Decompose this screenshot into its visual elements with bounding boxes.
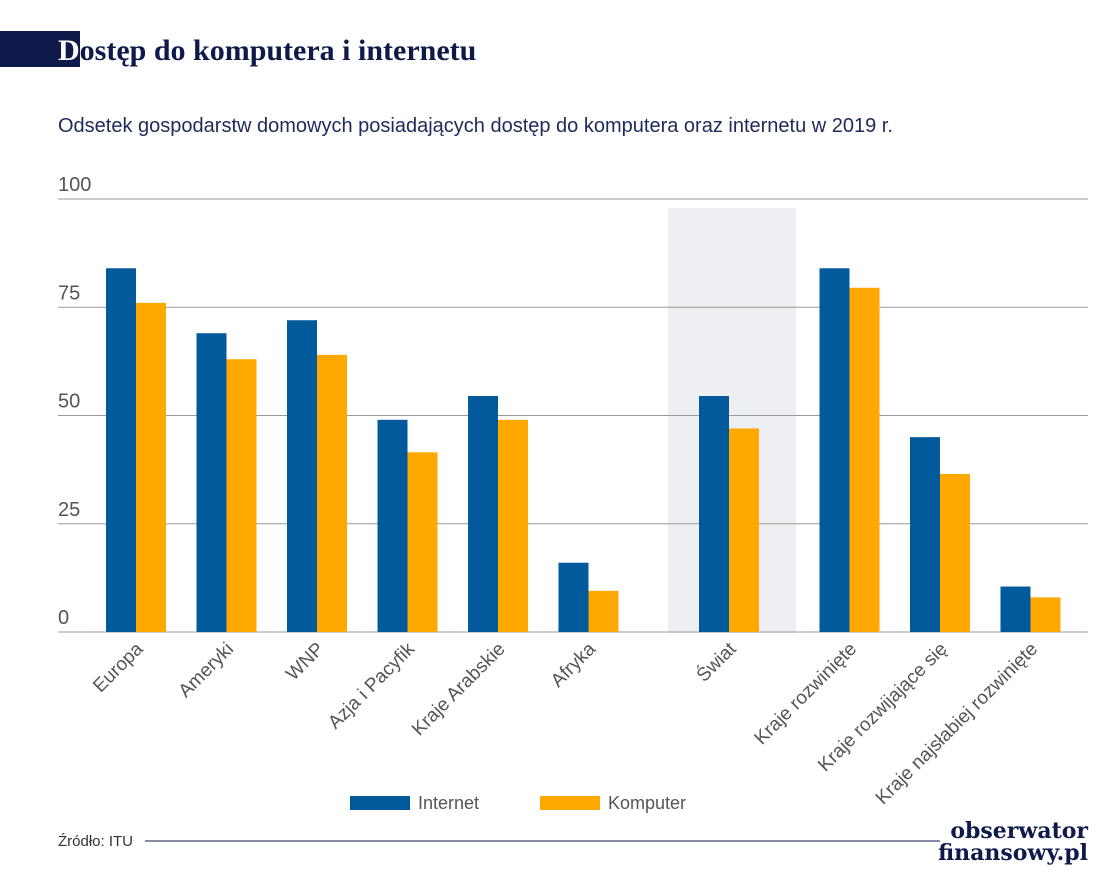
chart-subtitle: Odsetek gospodarstw domowych posiadający… — [58, 115, 893, 137]
chart-title: Dostęp do komputera i internetu — [58, 34, 476, 67]
bar — [819, 268, 850, 632]
legend-label: Komputer — [608, 793, 686, 813]
bar — [588, 590, 619, 632]
bar — [136, 302, 166, 632]
bar — [1000, 586, 1031, 632]
bar — [498, 419, 528, 632]
x-tick-label: Kraje Arabskie — [408, 639, 509, 740]
bar — [287, 320, 317, 632]
brand-line1: obserwator — [950, 818, 1088, 844]
bar — [849, 287, 880, 632]
bar — [377, 419, 408, 632]
brand-line2: finansowy.pl — [938, 840, 1088, 866]
x-tick-label: WNP — [282, 639, 328, 685]
y-tick-label: 0 — [58, 607, 69, 629]
bar — [940, 473, 970, 632]
bar — [1030, 597, 1061, 632]
legend-swatch — [350, 796, 410, 810]
y-tick-label: 100 — [58, 174, 91, 196]
bar — [910, 437, 940, 632]
y-tick-label: 75 — [58, 282, 80, 304]
chart-title-initial: Dostęp do komputera i internetu — [58, 34, 476, 67]
bar — [196, 333, 227, 632]
bar — [558, 562, 589, 632]
bar — [407, 452, 438, 632]
title-block — [0, 31, 80, 67]
bar — [106, 268, 136, 632]
bar — [729, 428, 759, 632]
bar — [699, 396, 729, 632]
y-tick-label: 50 — [58, 391, 80, 413]
bar — [226, 359, 257, 632]
y-tick-label: 25 — [58, 499, 80, 521]
x-tick-label: Europa — [89, 638, 147, 696]
bar — [468, 396, 498, 632]
x-tick-label: Kraje najsłabiej rozwinięte — [872, 639, 1042, 809]
x-tick-label: Azja i Pacyfik — [324, 638, 419, 733]
bar — [317, 354, 347, 632]
source: Źródło: ITU — [58, 833, 133, 850]
x-tick-label: Afryka — [547, 638, 600, 691]
legend-swatch — [540, 796, 600, 810]
x-tick-label: Ameryki — [175, 639, 238, 702]
x-tick-label: Świat — [692, 637, 741, 686]
legend-label: Internet — [418, 793, 479, 813]
